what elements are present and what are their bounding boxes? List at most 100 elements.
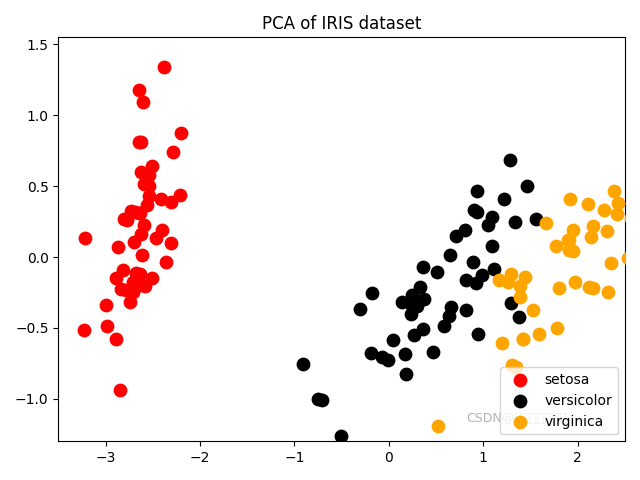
setosa (143, 171, 154, 179)
versicolor (444, 312, 454, 320)
setosa (147, 162, 157, 169)
setosa (131, 208, 141, 216)
versicolor (428, 348, 438, 356)
virginica (631, 204, 640, 212)
versicolor (432, 268, 442, 276)
versicolor (468, 206, 479, 214)
setosa (136, 138, 147, 146)
Title: PCA of IRIS dataset: PCA of IRIS dataset (262, 15, 421, 33)
setosa (111, 274, 121, 281)
virginica (433, 422, 444, 430)
versicolor (472, 208, 482, 216)
versicolor (468, 258, 478, 266)
virginica (506, 270, 516, 277)
versicolor (514, 313, 524, 321)
versicolor (531, 215, 541, 223)
versicolor (406, 311, 416, 318)
virginica (568, 227, 578, 234)
setosa (126, 207, 136, 215)
virginica (598, 206, 609, 214)
versicolor (399, 350, 410, 358)
virginica (609, 187, 620, 195)
versicolor (506, 300, 516, 307)
setosa (135, 270, 145, 278)
virginica (517, 335, 527, 342)
Text: CSDN@智慧医疗探索者: CSDN@智慧医疗探索者 (467, 412, 567, 425)
setosa (122, 216, 132, 224)
virginica (517, 335, 527, 342)
virginica (497, 339, 508, 347)
virginica (565, 195, 575, 203)
setosa (136, 230, 146, 238)
versicolor (317, 396, 328, 404)
setosa (115, 386, 125, 394)
virginica (583, 201, 593, 208)
virginica (494, 276, 504, 284)
versicolor (477, 271, 487, 278)
virginica (612, 210, 623, 217)
virginica (623, 254, 633, 262)
setosa (127, 288, 138, 296)
setosa (121, 287, 131, 294)
versicolor (483, 221, 493, 228)
versicolor (367, 289, 378, 297)
versicolor (366, 349, 376, 357)
virginica (563, 237, 573, 244)
setosa (134, 209, 144, 216)
versicolor (499, 195, 509, 203)
versicolor (473, 330, 483, 338)
virginica (520, 274, 531, 281)
versicolor (451, 232, 461, 240)
setosa (127, 278, 138, 286)
versicolor (412, 302, 422, 310)
virginica (586, 233, 596, 241)
versicolor (383, 356, 393, 363)
setosa (140, 282, 150, 290)
versicolor (509, 218, 520, 226)
setosa (143, 192, 154, 200)
setosa (129, 238, 139, 246)
Legend: setosa, versicolor, virginica: setosa, versicolor, virginica (500, 367, 618, 434)
virginica (630, 174, 640, 181)
versicolor (409, 331, 419, 339)
setosa (137, 251, 147, 259)
virginica (507, 361, 517, 369)
virginica (584, 283, 595, 290)
versicolor (313, 396, 323, 403)
setosa (161, 258, 172, 266)
setosa (134, 86, 144, 94)
setosa (166, 239, 177, 247)
versicolor (401, 371, 412, 378)
setosa (157, 227, 167, 234)
virginica (603, 288, 613, 295)
setosa (131, 269, 141, 277)
versicolor (446, 303, 456, 311)
setosa (116, 286, 126, 293)
versicolor (444, 251, 454, 258)
setosa (142, 201, 152, 209)
setosa (100, 301, 111, 309)
setosa (139, 221, 149, 228)
virginica (570, 279, 580, 287)
virginica (515, 293, 525, 301)
setosa (111, 335, 122, 343)
versicolor (378, 353, 388, 361)
versicolor (415, 283, 426, 291)
setosa (119, 215, 129, 223)
versicolor (489, 265, 499, 273)
setosa (175, 192, 186, 199)
virginica (568, 247, 578, 255)
virginica (511, 363, 521, 371)
versicolor (461, 306, 471, 313)
virginica (602, 227, 612, 235)
setosa (113, 243, 124, 251)
versicolor (417, 325, 428, 333)
virginica (605, 259, 616, 266)
versicolor (417, 263, 428, 271)
virginica (550, 242, 561, 250)
setosa (176, 130, 186, 137)
setosa (134, 138, 144, 145)
setosa (168, 148, 179, 156)
setosa (117, 266, 127, 274)
virginica (626, 214, 636, 221)
